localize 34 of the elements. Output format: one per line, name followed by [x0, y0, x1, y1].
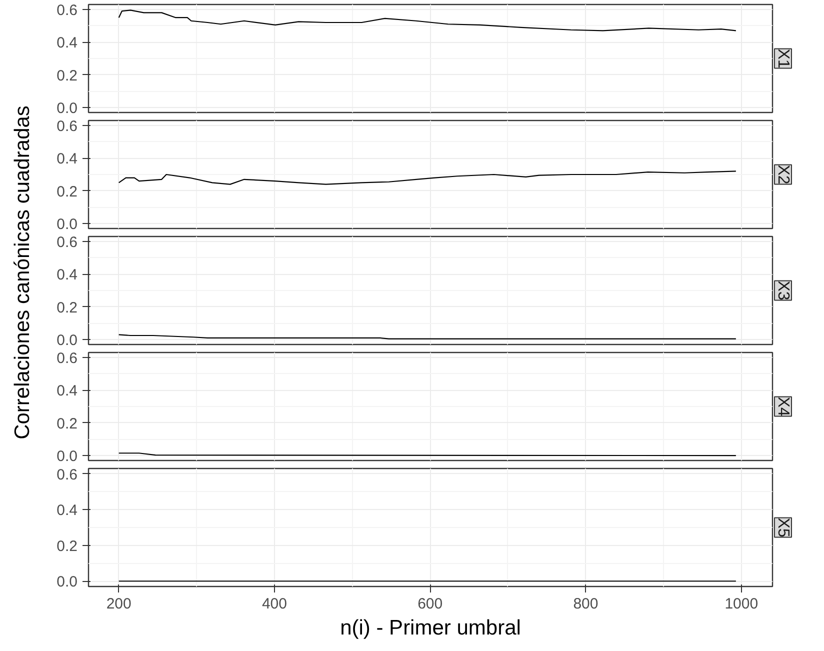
- y-tick-label: 0.6: [56, 466, 78, 484]
- y-tick-label: 0.4: [56, 266, 78, 284]
- y-tick-label: 0.2: [56, 299, 78, 316]
- y-tick-label: 0.4: [56, 502, 78, 520]
- text: X1: [774, 48, 792, 68]
- y-tick-label: 0.0: [56, 574, 78, 591]
- text: X4: [774, 396, 792, 416]
- line-series: [118, 10, 736, 32]
- x-tick-label: 600: [418, 596, 443, 612]
- y-tick-label: 0.4: [56, 34, 78, 52]
- y-tick-label: 0.2: [56, 183, 78, 200]
- y-tick-label: 0.4: [56, 150, 78, 168]
- text: X2: [774, 164, 792, 184]
- y-axis-title: Correlaciones canónicas cuadradas: [11, 106, 34, 440]
- y-tick-label: 0.2: [56, 538, 78, 555]
- y-tick-label: 0.0: [56, 216, 78, 234]
- x-tick-label: 800: [573, 596, 598, 612]
- line-series: [118, 170, 736, 185]
- text: X3: [774, 280, 792, 300]
- y-tick-label: 0.0: [56, 448, 78, 466]
- y-tick-label: 0.0: [56, 332, 78, 350]
- y-tick-label: 0.6: [56, 234, 78, 251]
- y-tick-label: 0.2: [56, 67, 78, 84]
- y-tick-label: 0.6: [56, 2, 78, 19]
- x-axis-title: n(i) - Primer umbral: [340, 616, 521, 640]
- text: X5: [774, 518, 792, 538]
- y-tick-label: 0.2: [56, 415, 78, 432]
- x-tick-label: 1000: [724, 596, 758, 612]
- x-tick-label: 400: [262, 596, 287, 612]
- y-tick-label: 0.0: [56, 100, 78, 118]
- y-tick-label: 0.4: [56, 382, 78, 400]
- y-tick-label: 0.6: [56, 118, 78, 135]
- x-tick-label: 200: [106, 596, 132, 612]
- y-tick-label: 0.6: [56, 350, 78, 367]
